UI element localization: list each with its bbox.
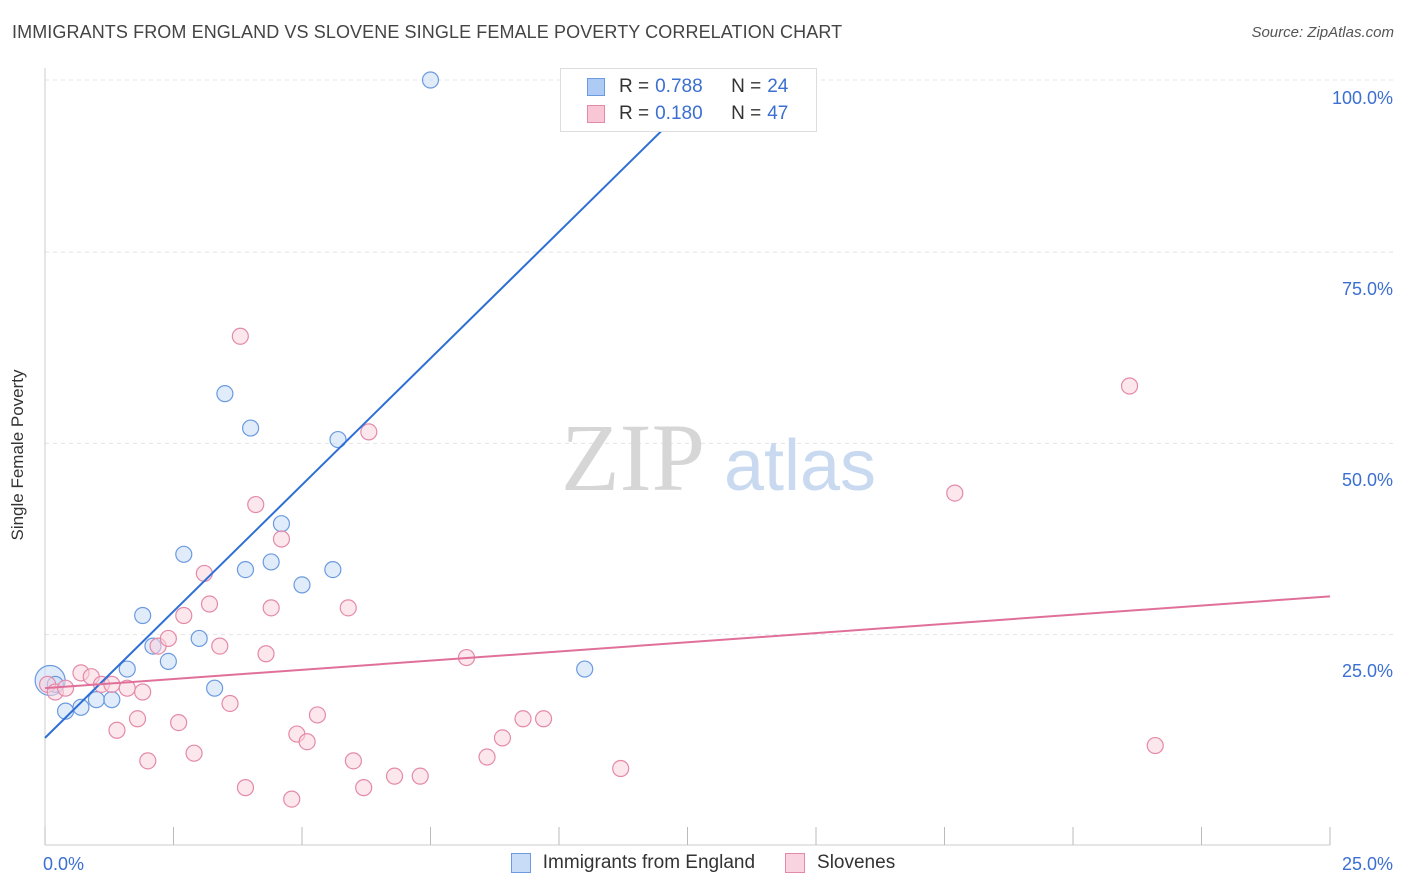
series-swatch-slovenes [785,853,806,873]
legend-n-label: N = [731,76,762,97]
series-label-england: Immigrants from England [542,852,756,873]
point-england [190,629,208,648]
watermark: ZIP atlas [561,404,876,511]
data-points [34,71,1164,808]
point-slovenes [308,706,327,724]
point-england [576,660,594,678]
point-slovenes [170,713,188,732]
y-tick-label: 100.0% [1332,88,1393,108]
watermark-zip: ZIP [561,404,705,511]
point-slovenes [339,599,357,617]
legend-r-value: 0.180 [655,103,703,124]
point-england [272,515,291,533]
point-slovenes [211,637,229,655]
point-england [134,606,152,625]
point-slovenes [283,790,301,808]
point-slovenes [344,752,362,770]
point-england [293,576,311,594]
point-slovenes [195,564,213,583]
point-slovenes [478,748,496,766]
point-slovenes [134,683,152,701]
point-slovenes [139,752,157,770]
series-legend-england[interactable]: Immigrants from England [510,852,756,874]
point-slovenes [159,629,177,648]
trend-lines [44,79,1331,739]
point-england [103,691,121,709]
y-axis-label: Single Female Poverty [8,369,27,541]
legend-swatch-slovenes [587,105,605,123]
point-slovenes [493,729,512,747]
axes [44,68,1331,846]
gridlines [45,79,1395,636]
point-slovenes [360,423,378,441]
point-england [159,652,177,671]
x-tick-label: 0.0% [43,854,84,874]
point-england [421,71,440,89]
series-legend-slovenes[interactable]: Slovenes [785,852,895,874]
point-england [262,553,280,571]
chart-title: IMMIGRANTS FROM ENGLAND VS SLOVENE SINGL… [12,22,843,42]
legend-n-value: 24 [767,76,789,97]
point-slovenes [612,759,630,778]
point-slovenes [298,733,316,751]
point-slovenes [272,530,291,548]
point-england [242,419,260,437]
point-slovenes [946,484,964,502]
point-england [72,698,90,716]
point-slovenes [128,710,147,728]
point-england [329,430,347,449]
source-label: Source: ZipAtlas.com [1251,24,1394,41]
watermark-atlas: atlas [724,426,876,506]
point-slovenes [1120,377,1139,395]
point-england [175,545,193,563]
point-england [206,679,224,697]
point-england [216,385,234,403]
point-slovenes [262,599,280,617]
trend-line-england [44,79,714,739]
legend-r-label: R = [619,76,650,97]
y-tick-label: 75.0% [1342,279,1393,299]
point-slovenes [514,710,532,728]
legend-swatch-england [587,78,605,96]
legend-r-label: R = [619,103,650,124]
point-slovenes [185,744,203,762]
series-legend: Immigrants from England Slovenes [0,852,1406,874]
point-slovenes [411,767,429,785]
y-tick-label: 50.0% [1342,470,1393,490]
x-tick-label: 25.0% [1342,854,1393,874]
point-slovenes [200,595,219,613]
point-slovenes [236,779,255,797]
point-slovenes [247,495,265,514]
legend-row-england: R = 0.788 N = 24 [587,75,788,99]
tick-labels: 100.0% 75.0% 50.0% 25.0% 0.0% 25.0% [43,88,1393,874]
point-slovenes [108,721,126,739]
point-slovenes [355,779,373,797]
trend-line-slovenes [44,595,1331,690]
legend-r-value: 0.788 [655,76,703,97]
point-england [118,660,136,678]
series-label-slovenes: Slovenes [817,852,896,873]
legend-n-label: N = [731,103,762,124]
point-slovenes [1146,736,1164,755]
point-slovenes [56,679,75,697]
legend-n-value: 47 [767,103,789,124]
point-slovenes [175,606,193,625]
correlation-legend: R = 0.788 N = 24 R = 0.180 N = 47 [560,68,817,132]
point-slovenes [534,710,553,728]
point-england [236,560,255,579]
point-slovenes [221,694,239,713]
series-swatch-england [510,853,531,873]
point-england [324,560,342,579]
point-slovenes [231,327,249,345]
point-slovenes [385,767,404,785]
legend-row-slovenes: R = 0.180 N = 47 [587,102,788,126]
point-slovenes [257,645,275,663]
y-tick-label: 25.0% [1342,661,1393,681]
